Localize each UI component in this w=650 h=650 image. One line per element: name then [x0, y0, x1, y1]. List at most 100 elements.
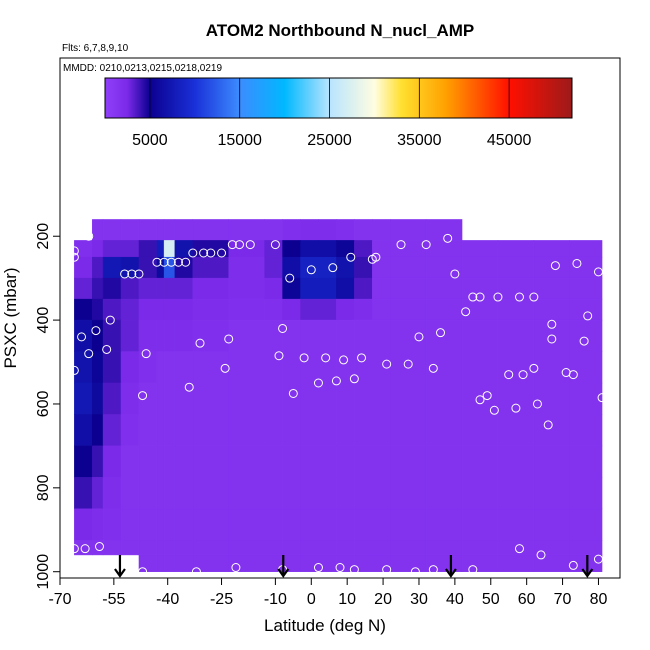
data-point: [274, 351, 284, 361]
data-point: [224, 334, 234, 344]
heatmap-cell: [102, 508, 122, 541]
heatmap-cell: [228, 319, 265, 352]
data-point: [349, 374, 359, 384]
colorbar-tick-label: 25000: [307, 132, 352, 149]
heatmap-cell: [336, 240, 355, 258]
annotation: MMDD: 0210,0213,0215,0218,0219: [63, 63, 222, 74]
heatmap-cell: [461, 319, 499, 352]
data-point: [543, 420, 553, 430]
x-tick-label: 60: [518, 591, 536, 608]
flight-arrow: [581, 555, 594, 578]
heatmap-cell: [372, 277, 391, 300]
heatmap-cell: [102, 240, 122, 258]
heatmap-cell: [390, 298, 427, 321]
heatmap-cell: [390, 445, 427, 478]
heatmap-cell: [120, 477, 140, 510]
heatmap-cell: [228, 256, 265, 279]
subtitle: Flts: 6,7,8,9,10: [62, 43, 129, 54]
heatmap-cell: [354, 382, 373, 415]
heatmap-cell: [569, 277, 603, 300]
data-point: [475, 395, 485, 405]
data-point: [489, 405, 499, 415]
heatmap-cell: [336, 319, 355, 352]
heatmap-cell: [569, 351, 603, 384]
colorbar-tick-label: 5000: [132, 132, 168, 149]
heatmap-cell: [120, 240, 140, 258]
heatmap-cell: [336, 219, 355, 241]
heatmap-cell: [282, 445, 301, 478]
data-point: [461, 307, 471, 317]
heatmap-cell: [92, 219, 104, 241]
heatmap-cell: [156, 351, 165, 384]
heatmap-cell: [533, 445, 570, 478]
heatmap-cell: [372, 256, 391, 279]
heatmap-cell: [174, 414, 194, 447]
data-point: [403, 359, 413, 369]
heatmap-cell: [372, 319, 391, 352]
heatmap-cell: [300, 298, 319, 321]
data-point: [199, 248, 209, 258]
heatmap-cell: [192, 298, 229, 321]
heatmap-cell: [174, 277, 194, 300]
data-point: [536, 550, 546, 560]
x-tick-label: -70: [48, 591, 71, 608]
heatmap-cell: [228, 277, 265, 300]
data-point: [396, 240, 406, 250]
heatmap-cell: [138, 219, 158, 241]
heatmap-cell: [156, 414, 165, 447]
heatmap-cell: [425, 508, 463, 541]
heatmap-cell: [156, 240, 165, 258]
heatmap-cell: [390, 382, 427, 415]
heatmap-cell: [174, 319, 194, 352]
flight-arrow: [114, 555, 126, 578]
heatmap-cell: [120, 277, 140, 300]
data-point: [511, 403, 521, 413]
heatmap-cell: [74, 445, 93, 478]
heatmap-cell: [425, 277, 463, 300]
heatmap-cell: [102, 445, 122, 478]
heatmap-cell: [425, 477, 463, 510]
heatmap-cell: [390, 477, 427, 510]
heatmap-cell: [102, 382, 122, 415]
heatmap-cell: [354, 540, 373, 556]
x-tick-label: -55: [102, 591, 125, 608]
data-point: [109, 202, 119, 212]
heatmap-cell: [354, 351, 373, 384]
heatmap-cell: [372, 414, 391, 447]
heatmap-cell: [156, 477, 165, 510]
heatmap-cell: [174, 508, 194, 541]
heatmap-cell: [192, 477, 229, 510]
heatmap-cell: [533, 508, 570, 541]
data-point: [91, 326, 101, 336]
data-point: [313, 563, 323, 573]
data-point: [270, 240, 280, 250]
data-point: [436, 328, 446, 338]
heatmap-cell: [192, 554, 229, 572]
heatmap-cell: [372, 477, 391, 510]
heatmap-cell: [174, 554, 194, 572]
heatmap-cell: [92, 445, 104, 478]
data-point: [349, 565, 359, 575]
data-point: [593, 554, 603, 564]
heatmap-cell: [163, 477, 176, 510]
plot-frame: [59, 57, 621, 579]
x-tick-label: -40: [156, 591, 179, 608]
data-point: [227, 240, 237, 250]
x-tick-label: -10: [264, 591, 287, 608]
x-tick-label: 30: [410, 591, 428, 608]
heatmap-cell: [354, 298, 373, 321]
heatmap-cell: [138, 477, 158, 510]
heatmap-cell: [354, 240, 373, 258]
heatmap-cell: [425, 445, 463, 478]
heatmap-cell: [300, 554, 319, 572]
data-point: [77, 332, 87, 342]
heatmap-cell: [228, 554, 265, 572]
heatmap-cell: [354, 256, 373, 279]
heatmap-cell: [163, 351, 176, 384]
heatmap-cell: [533, 240, 570, 258]
axes: 5000 15000 25000 35000 45000 -70 -55 -40 -25 -10 0…: [35, 57, 621, 608]
data-point: [77, 210, 87, 220]
heatmap-cell: [228, 351, 265, 384]
data-point: [547, 334, 557, 344]
